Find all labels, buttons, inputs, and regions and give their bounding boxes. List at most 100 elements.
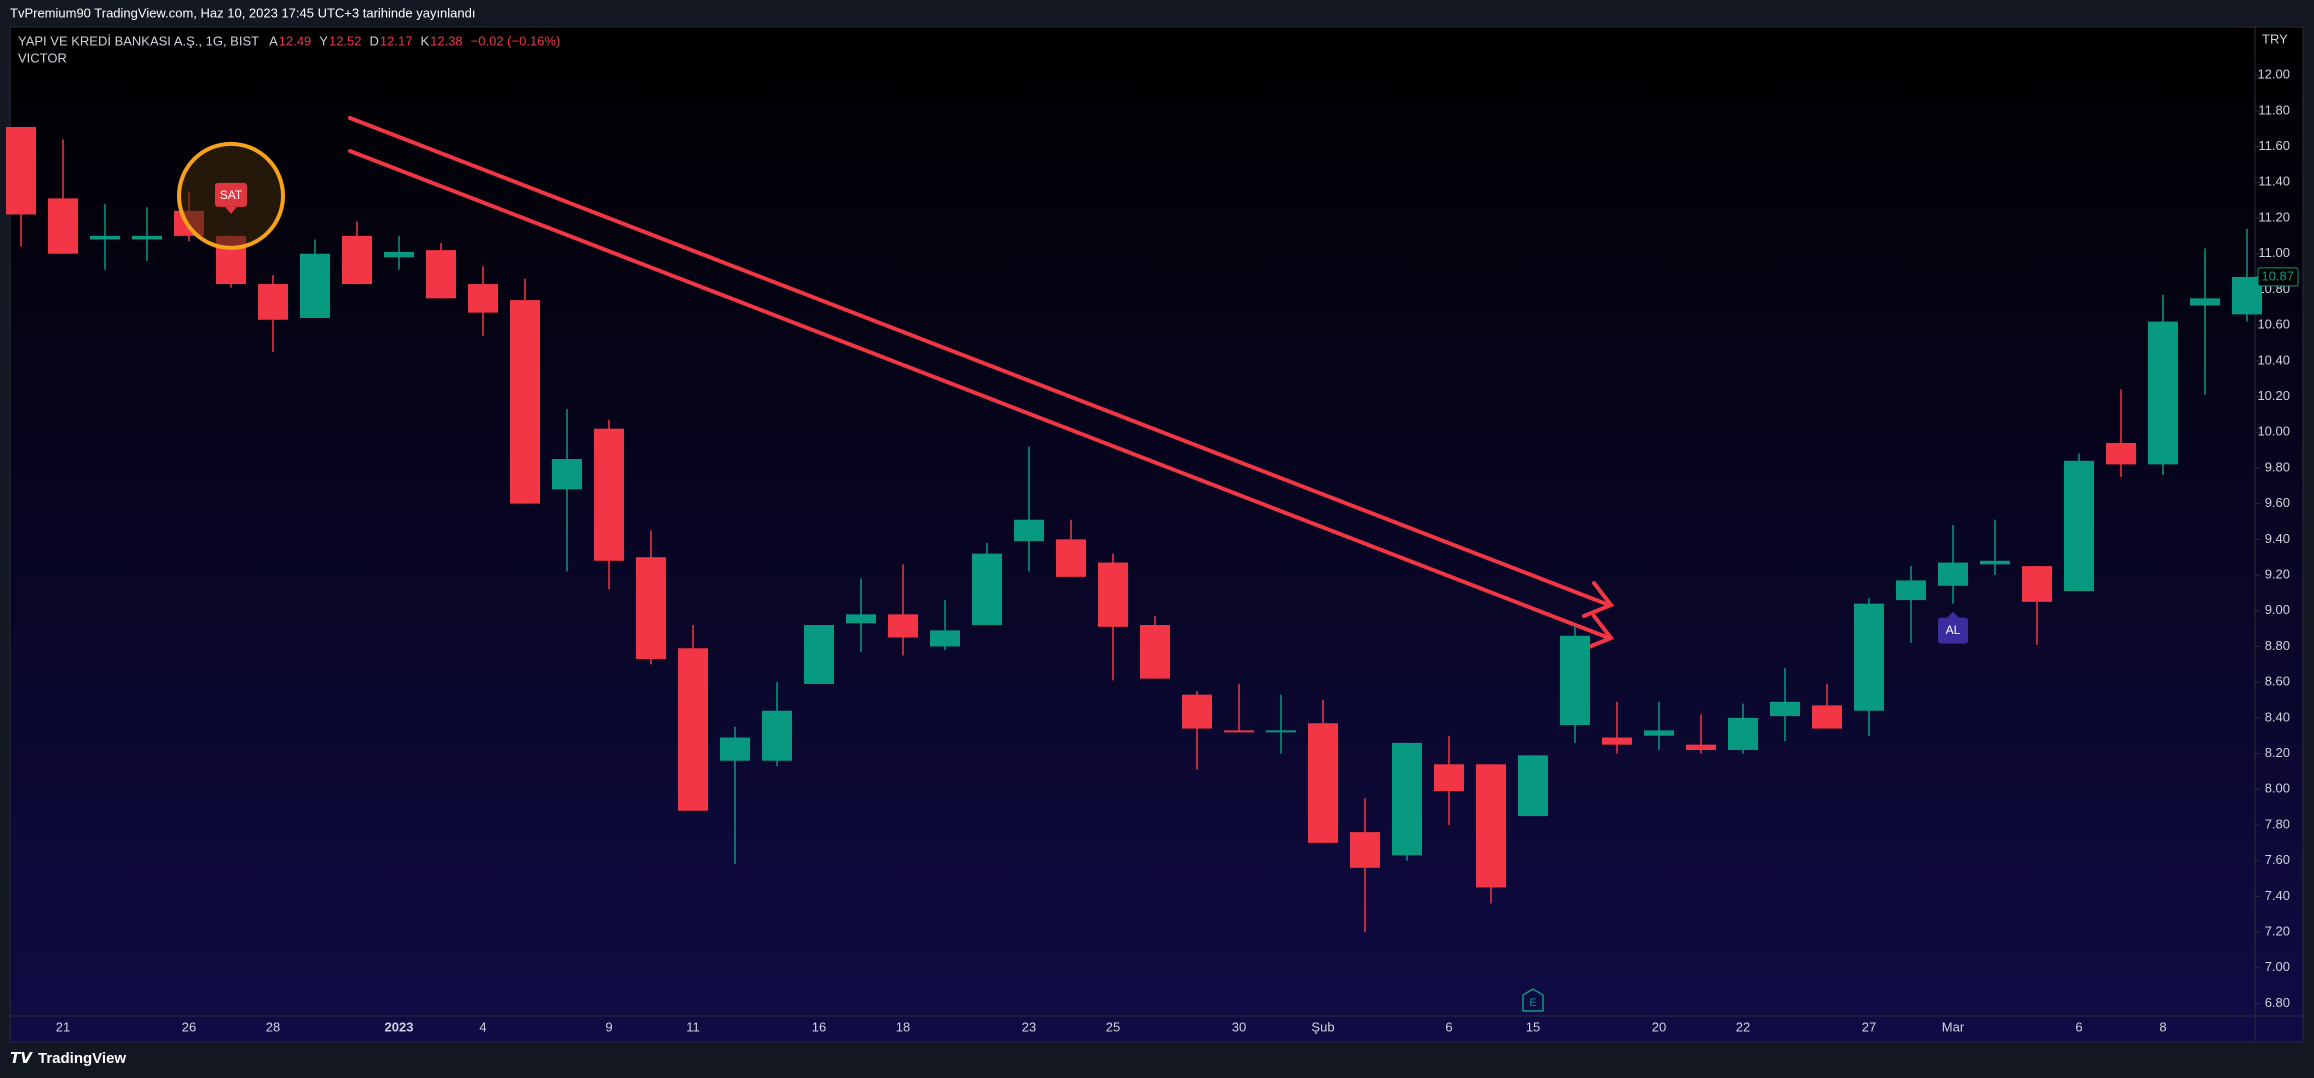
currency: TRY (2262, 31, 2288, 46)
stat-value: 12.38 (430, 33, 463, 48)
y-tick-label: 8.40 (2265, 709, 2290, 724)
candle-body (510, 300, 540, 504)
candle-body (1686, 744, 1716, 751)
candle-body (594, 428, 624, 561)
stat-value: 12.17 (380, 33, 413, 48)
x-tick-label: 23 (1022, 1019, 1036, 1034)
y-tick-label: 11.00 (2258, 245, 2290, 260)
x-tick-label: 8 (2159, 1019, 2166, 1034)
x-tick-label: 16 (812, 1019, 826, 1034)
candle-body (2148, 321, 2178, 465)
trend-line (348, 116, 1611, 607)
x-tick-label: 21 (56, 1019, 70, 1034)
earnings-label: E (1529, 997, 1536, 1009)
stat-value: 12.49 (279, 33, 312, 48)
candle-body (258, 284, 288, 320)
candle-body (132, 235, 162, 240)
plot: 6.80 7.00 7.20 7.40 7.60 7.80 8.00 8.20 8.40 8.60… (6, 67, 2299, 1034)
x-tick-label: 11 (686, 1019, 700, 1034)
candle-body (930, 630, 960, 647)
y-tick-label: 10.60 (2257, 317, 2290, 332)
candle-body (1644, 730, 1674, 736)
x-tick-label: 26 (182, 1019, 196, 1034)
candle-body (720, 737, 750, 761)
candle-body (1350, 832, 1380, 868)
x-tick-label: 25 (1106, 1019, 1120, 1034)
y-tick-label: 9.60 (2265, 495, 2290, 510)
candle-body (1056, 539, 1086, 577)
y-tick-label: 7.80 (2265, 816, 2290, 831)
candle-body (1602, 737, 1632, 745)
y-tick-label: 8.00 (2265, 781, 2290, 796)
x-tick-label: 2023 (385, 1019, 414, 1034)
buy-label: AL (1946, 623, 1961, 637)
candle-body (1854, 603, 1884, 711)
y-tick-label: 11.40 (2258, 174, 2290, 189)
candle-body (426, 250, 456, 299)
y-tick-label: 7.40 (2265, 888, 2290, 903)
y-tick-label: 9.00 (2265, 602, 2290, 617)
x-tick-label: 27 (1862, 1019, 1876, 1034)
arrow-head (1582, 581, 1615, 618)
y-tick-label: 7.20 (2265, 924, 2290, 939)
indicator-name: VICTOR (18, 50, 67, 65)
banner: TvPremium90 TradingView.com, Haz 10, 202… (10, 5, 475, 20)
candle-body (1476, 764, 1506, 888)
x-tick-label: 20 (1652, 1019, 1666, 1034)
y-tick-label: 8.80 (2265, 638, 2290, 653)
candle-body (300, 253, 330, 318)
y-tick-label: 9.40 (2265, 531, 2290, 546)
candle-body (6, 126, 36, 215)
candle-body (1140, 625, 1170, 679)
candle-body (1014, 519, 1044, 542)
y-tick-label: 10.20 (2257, 388, 2290, 403)
change: −0.02 (−0.16%) (471, 33, 561, 48)
candle-body (1896, 580, 1926, 601)
stat-label: D (370, 33, 379, 48)
candle-body (1518, 755, 1548, 817)
candle-body (1560, 635, 1590, 726)
y-tick-label: 11.20 (2258, 209, 2290, 224)
candle-body (1224, 730, 1254, 733)
candle-body (1770, 701, 1800, 717)
candle-body (342, 235, 372, 285)
candle-body (2232, 276, 2262, 315)
trend-arrows (348, 116, 1615, 651)
candle-body (1980, 560, 2010, 565)
last-price-label: 10.87 (2261, 268, 2294, 283)
x-tick-label: 30 (1232, 1019, 1246, 1034)
y-tick-label: 10.00 (2257, 424, 2290, 439)
ohlc-stats: A 12.49 Y 12.52 D 12.17 K 12.38 −0.02 (−0.16%) (269, 33, 560, 48)
stat-value: 12.52 (329, 33, 362, 48)
candle-body (1308, 723, 1338, 843)
y-tick-label: 7.60 (2265, 852, 2290, 867)
candle-body (804, 625, 834, 684)
sell-badge (215, 182, 247, 207)
x-tick-label: 6 (1445, 1019, 1452, 1034)
candle-body (384, 251, 414, 258)
y-tick-label: 8.60 (2265, 674, 2290, 689)
brand-logo: 𝙏𝙑 (10, 1050, 33, 1067)
candle-body (846, 614, 876, 624)
candle-body (972, 553, 1002, 626)
stat-label: A (269, 33, 278, 48)
earnings-badge (1522, 988, 1544, 1012)
x-tick-label: 6 (2075, 1019, 2082, 1034)
x-tick-label: Şub (1311, 1019, 1334, 1034)
candle-body (2106, 442, 2136, 465)
x-tick-label: 22 (1736, 1019, 1750, 1034)
brand: TradingView (38, 1050, 126, 1067)
chart-pane (9, 26, 2304, 1043)
stat-label: Y (319, 33, 328, 48)
candle-body (1392, 742, 1422, 856)
candle-body (1812, 705, 1842, 729)
buy-badge (1938, 617, 1968, 644)
sell-badge-tip (225, 206, 237, 214)
y-tick-label: 11.80 (2258, 102, 2290, 117)
x-tick-label: 28 (266, 1019, 280, 1034)
x-tick-label: 4 (479, 1019, 486, 1034)
candle-body (2064, 460, 2094, 592)
candle-body (1434, 764, 1464, 792)
y-tick-label: 12.00 (2257, 67, 2290, 82)
